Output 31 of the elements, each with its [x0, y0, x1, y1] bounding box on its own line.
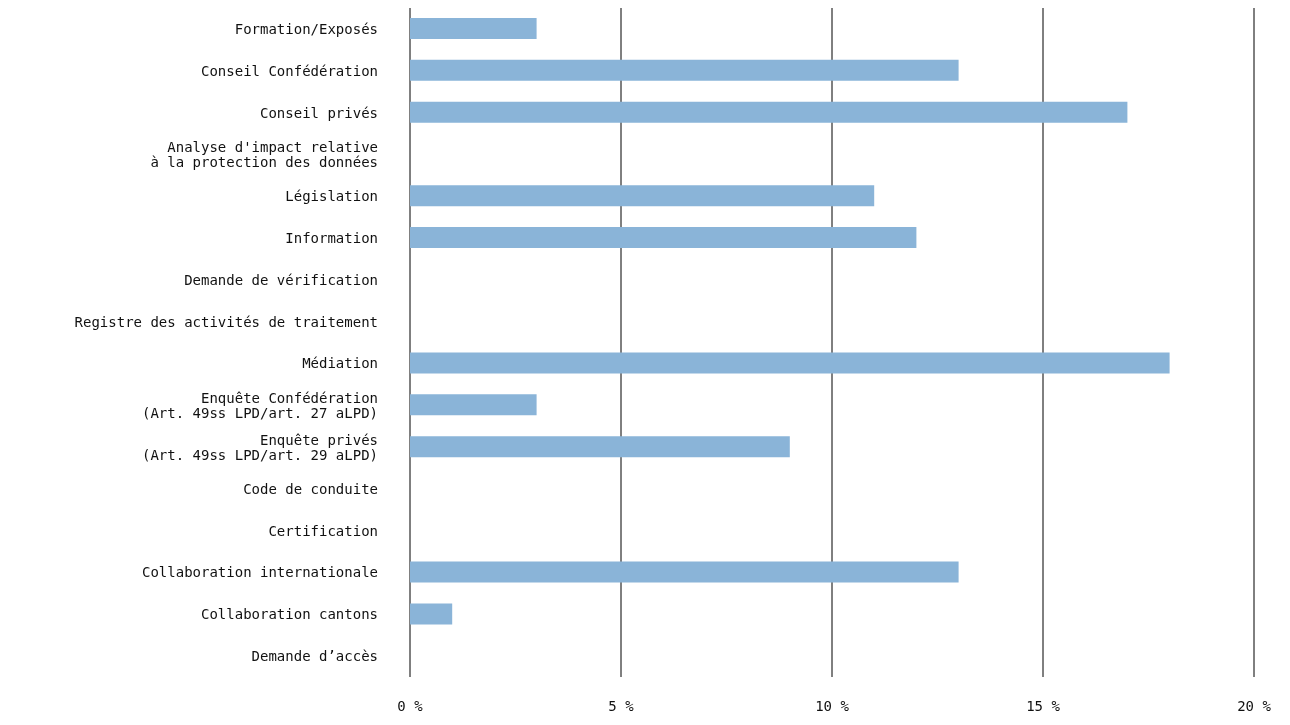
bar — [410, 436, 790, 458]
bar — [410, 101, 1128, 123]
y-tick-label: Conseil Confédération — [200, 62, 378, 79]
x-tick-label: 20 % — [1237, 697, 1272, 714]
y-tick-label: Registre des activités de traitement — [74, 313, 378, 330]
x-tick-label: 5 % — [608, 697, 635, 714]
y-tick-label: Demande d’accès — [251, 648, 378, 665]
x-tick-label: 0 % — [397, 697, 424, 714]
bar — [410, 603, 453, 625]
y-tick-label: Code de conduite — [243, 480, 378, 497]
bar — [410, 352, 1170, 374]
y-tick-label: Collaboration cantons — [200, 606, 378, 623]
y-tick-label: Médiation — [302, 355, 378, 372]
y-tick-label: Enquête Confédération (Art. 49ss LPD/art. 27 aLPD) — [141, 389, 378, 421]
x-tick-label: 10 % — [815, 697, 850, 714]
y-tick-label: Conseil privés — [259, 104, 378, 121]
bar — [410, 18, 537, 39]
bar — [410, 561, 959, 583]
x-tick-label: 15 % — [1026, 697, 1061, 714]
y-tick-label: Enquête privés (Art. 49ss LPD/art. 29 aLPD) — [141, 431, 378, 463]
bar — [410, 59, 959, 81]
bar — [410, 394, 537, 416]
y-tick-label: Demande de vérification — [184, 271, 378, 288]
y-tick-label: Analyse d'impact relative à la protection des données — [150, 138, 378, 170]
y-tick-label: Formation/Exposés — [234, 20, 378, 37]
y-tick-label: Information — [285, 229, 378, 246]
bar — [410, 185, 875, 207]
y-tick-label: Certification — [268, 522, 378, 539]
bar — [410, 227, 917, 249]
y-tick-label: Collaboration internationale — [141, 564, 378, 581]
y-tick-label: Législation — [285, 188, 378, 205]
